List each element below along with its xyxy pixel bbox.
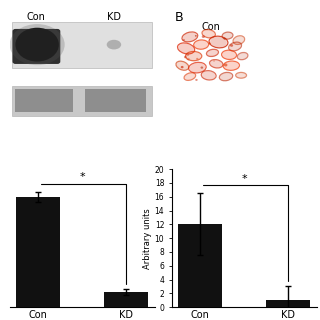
Ellipse shape xyxy=(10,24,65,65)
Bar xyxy=(266,300,310,307)
Text: *: * xyxy=(79,172,85,182)
Ellipse shape xyxy=(107,40,121,50)
Bar xyxy=(16,197,60,307)
Text: B: B xyxy=(175,11,183,24)
Text: *: * xyxy=(242,174,247,184)
FancyBboxPatch shape xyxy=(12,29,60,64)
Bar xyxy=(104,292,148,307)
FancyBboxPatch shape xyxy=(15,89,73,112)
FancyBboxPatch shape xyxy=(12,86,152,116)
FancyBboxPatch shape xyxy=(12,22,152,68)
Bar xyxy=(179,224,222,307)
Text: Con: Con xyxy=(202,22,220,32)
FancyBboxPatch shape xyxy=(85,89,146,112)
Text: KD: KD xyxy=(107,12,121,22)
Ellipse shape xyxy=(15,28,59,61)
Text: Con: Con xyxy=(26,12,45,22)
Y-axis label: Arbitrary units: Arbitrary units xyxy=(143,208,152,268)
